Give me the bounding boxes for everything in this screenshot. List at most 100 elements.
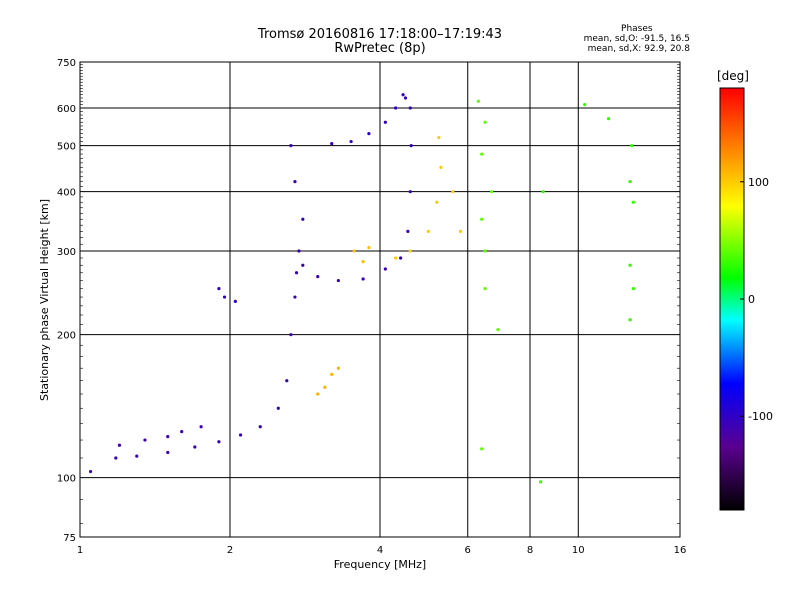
y-tick-label: 400 <box>57 188 76 199</box>
trace-point <box>222 295 227 299</box>
trace-point <box>408 190 412 194</box>
trace-point <box>483 287 487 291</box>
y-tick-label: 500 <box>57 142 76 153</box>
x-tick-label: 4 <box>377 545 383 556</box>
trace-point <box>583 103 587 107</box>
trace-point <box>330 372 334 376</box>
trace-point <box>403 96 408 100</box>
trace-point <box>408 106 412 110</box>
trace-point <box>289 144 293 148</box>
trace-point <box>496 327 500 332</box>
trace-point <box>394 256 398 260</box>
x-tick-label: 8 <box>527 545 533 556</box>
trace-point <box>349 139 353 144</box>
y-tick-label: 75 <box>63 533 76 544</box>
trace-point <box>394 106 398 110</box>
trace-point <box>293 295 297 299</box>
trace-point <box>193 445 197 449</box>
x-tick-label: 2 <box>227 545 233 556</box>
trace-point <box>426 229 430 233</box>
trace-point <box>301 217 305 221</box>
y-tick-label: 200 <box>57 331 76 342</box>
x-tick-label: 10 <box>572 545 585 556</box>
trace-point <box>289 333 293 337</box>
y-tick-label: 600 <box>57 104 76 115</box>
trace-point <box>323 385 327 389</box>
trace-point <box>166 435 170 439</box>
trace-point <box>541 190 545 194</box>
trace-point <box>361 260 365 264</box>
x-tick-label: 16 <box>674 545 687 556</box>
trace-point <box>238 433 243 437</box>
trace-point <box>143 438 147 442</box>
trace-point <box>336 278 340 283</box>
trace-point <box>476 99 480 103</box>
colorbar-tick-label: 0 <box>748 293 755 306</box>
trace-point <box>258 425 262 429</box>
colorbar-tick-label: -100 <box>748 410 773 423</box>
trace-point <box>217 440 221 444</box>
trace-point <box>180 430 184 434</box>
phases-line-o: mean, sd,O: -91.5, 16.5 <box>583 34 690 44</box>
trace-point <box>458 229 463 233</box>
trace-point <box>294 271 299 275</box>
y-tick-label: 300 <box>57 247 76 258</box>
trace-point <box>483 120 487 124</box>
trace-point <box>117 443 122 447</box>
trace-point <box>480 152 484 156</box>
trace-point <box>490 190 494 194</box>
trace-point <box>361 277 365 281</box>
chart-subtitle: RwPretec (8p) <box>334 41 426 56</box>
trace-point <box>383 267 387 271</box>
trace-point <box>628 318 632 322</box>
trace-point <box>437 135 441 140</box>
trace-point <box>399 256 403 260</box>
trace-point <box>367 132 371 136</box>
x-axis-label: Frequency [MHz] <box>334 558 426 571</box>
trace-point <box>330 141 334 146</box>
trace-point <box>285 379 289 383</box>
trace-point <box>233 299 237 303</box>
trace-point <box>199 425 203 429</box>
plot-frame <box>79 61 681 538</box>
y-tick-label: 100 <box>57 474 76 485</box>
trace-point <box>383 120 387 124</box>
trace-point <box>631 200 635 204</box>
trace-point <box>114 456 118 460</box>
trace-point <box>451 190 455 194</box>
trace-point <box>301 263 305 267</box>
trace-point <box>316 275 320 279</box>
colorbar-unit: [deg] <box>717 69 749 83</box>
trace-point <box>538 480 543 484</box>
trace-point <box>367 246 371 250</box>
colorbar-tick-label: 100 <box>748 176 769 189</box>
trace-point <box>336 366 340 370</box>
trace-point <box>409 144 413 148</box>
trace-point <box>401 93 405 97</box>
trace-point <box>606 117 611 121</box>
trace-point <box>166 450 170 455</box>
trace-point <box>293 180 297 184</box>
phases-heading: Phases <box>621 24 653 34</box>
trace-point <box>628 263 632 267</box>
trace-point <box>631 287 635 291</box>
y-axis-label: Stationary phase Virtual Height [km] <box>38 199 51 401</box>
trace-point <box>88 469 93 474</box>
trace-point <box>406 229 410 233</box>
trace-point <box>408 249 412 253</box>
trace-point <box>480 217 484 221</box>
trace-point <box>352 249 356 253</box>
trace-point <box>480 447 484 451</box>
phases-line-x: mean, sd,X: 92.9, 20.8 <box>587 44 690 54</box>
trace-point <box>217 287 221 291</box>
trace-point <box>135 454 139 458</box>
trace-point <box>316 392 320 396</box>
trace-point <box>276 406 280 410</box>
trace-point <box>630 144 634 148</box>
trace-point <box>435 200 439 204</box>
trace-point <box>439 165 443 169</box>
x-tick-label: 1 <box>77 545 83 556</box>
trace-point <box>297 249 301 253</box>
phases-legend: Phases mean, sd,O: -91.5, 16.5 mean, sd,… <box>584 24 690 54</box>
